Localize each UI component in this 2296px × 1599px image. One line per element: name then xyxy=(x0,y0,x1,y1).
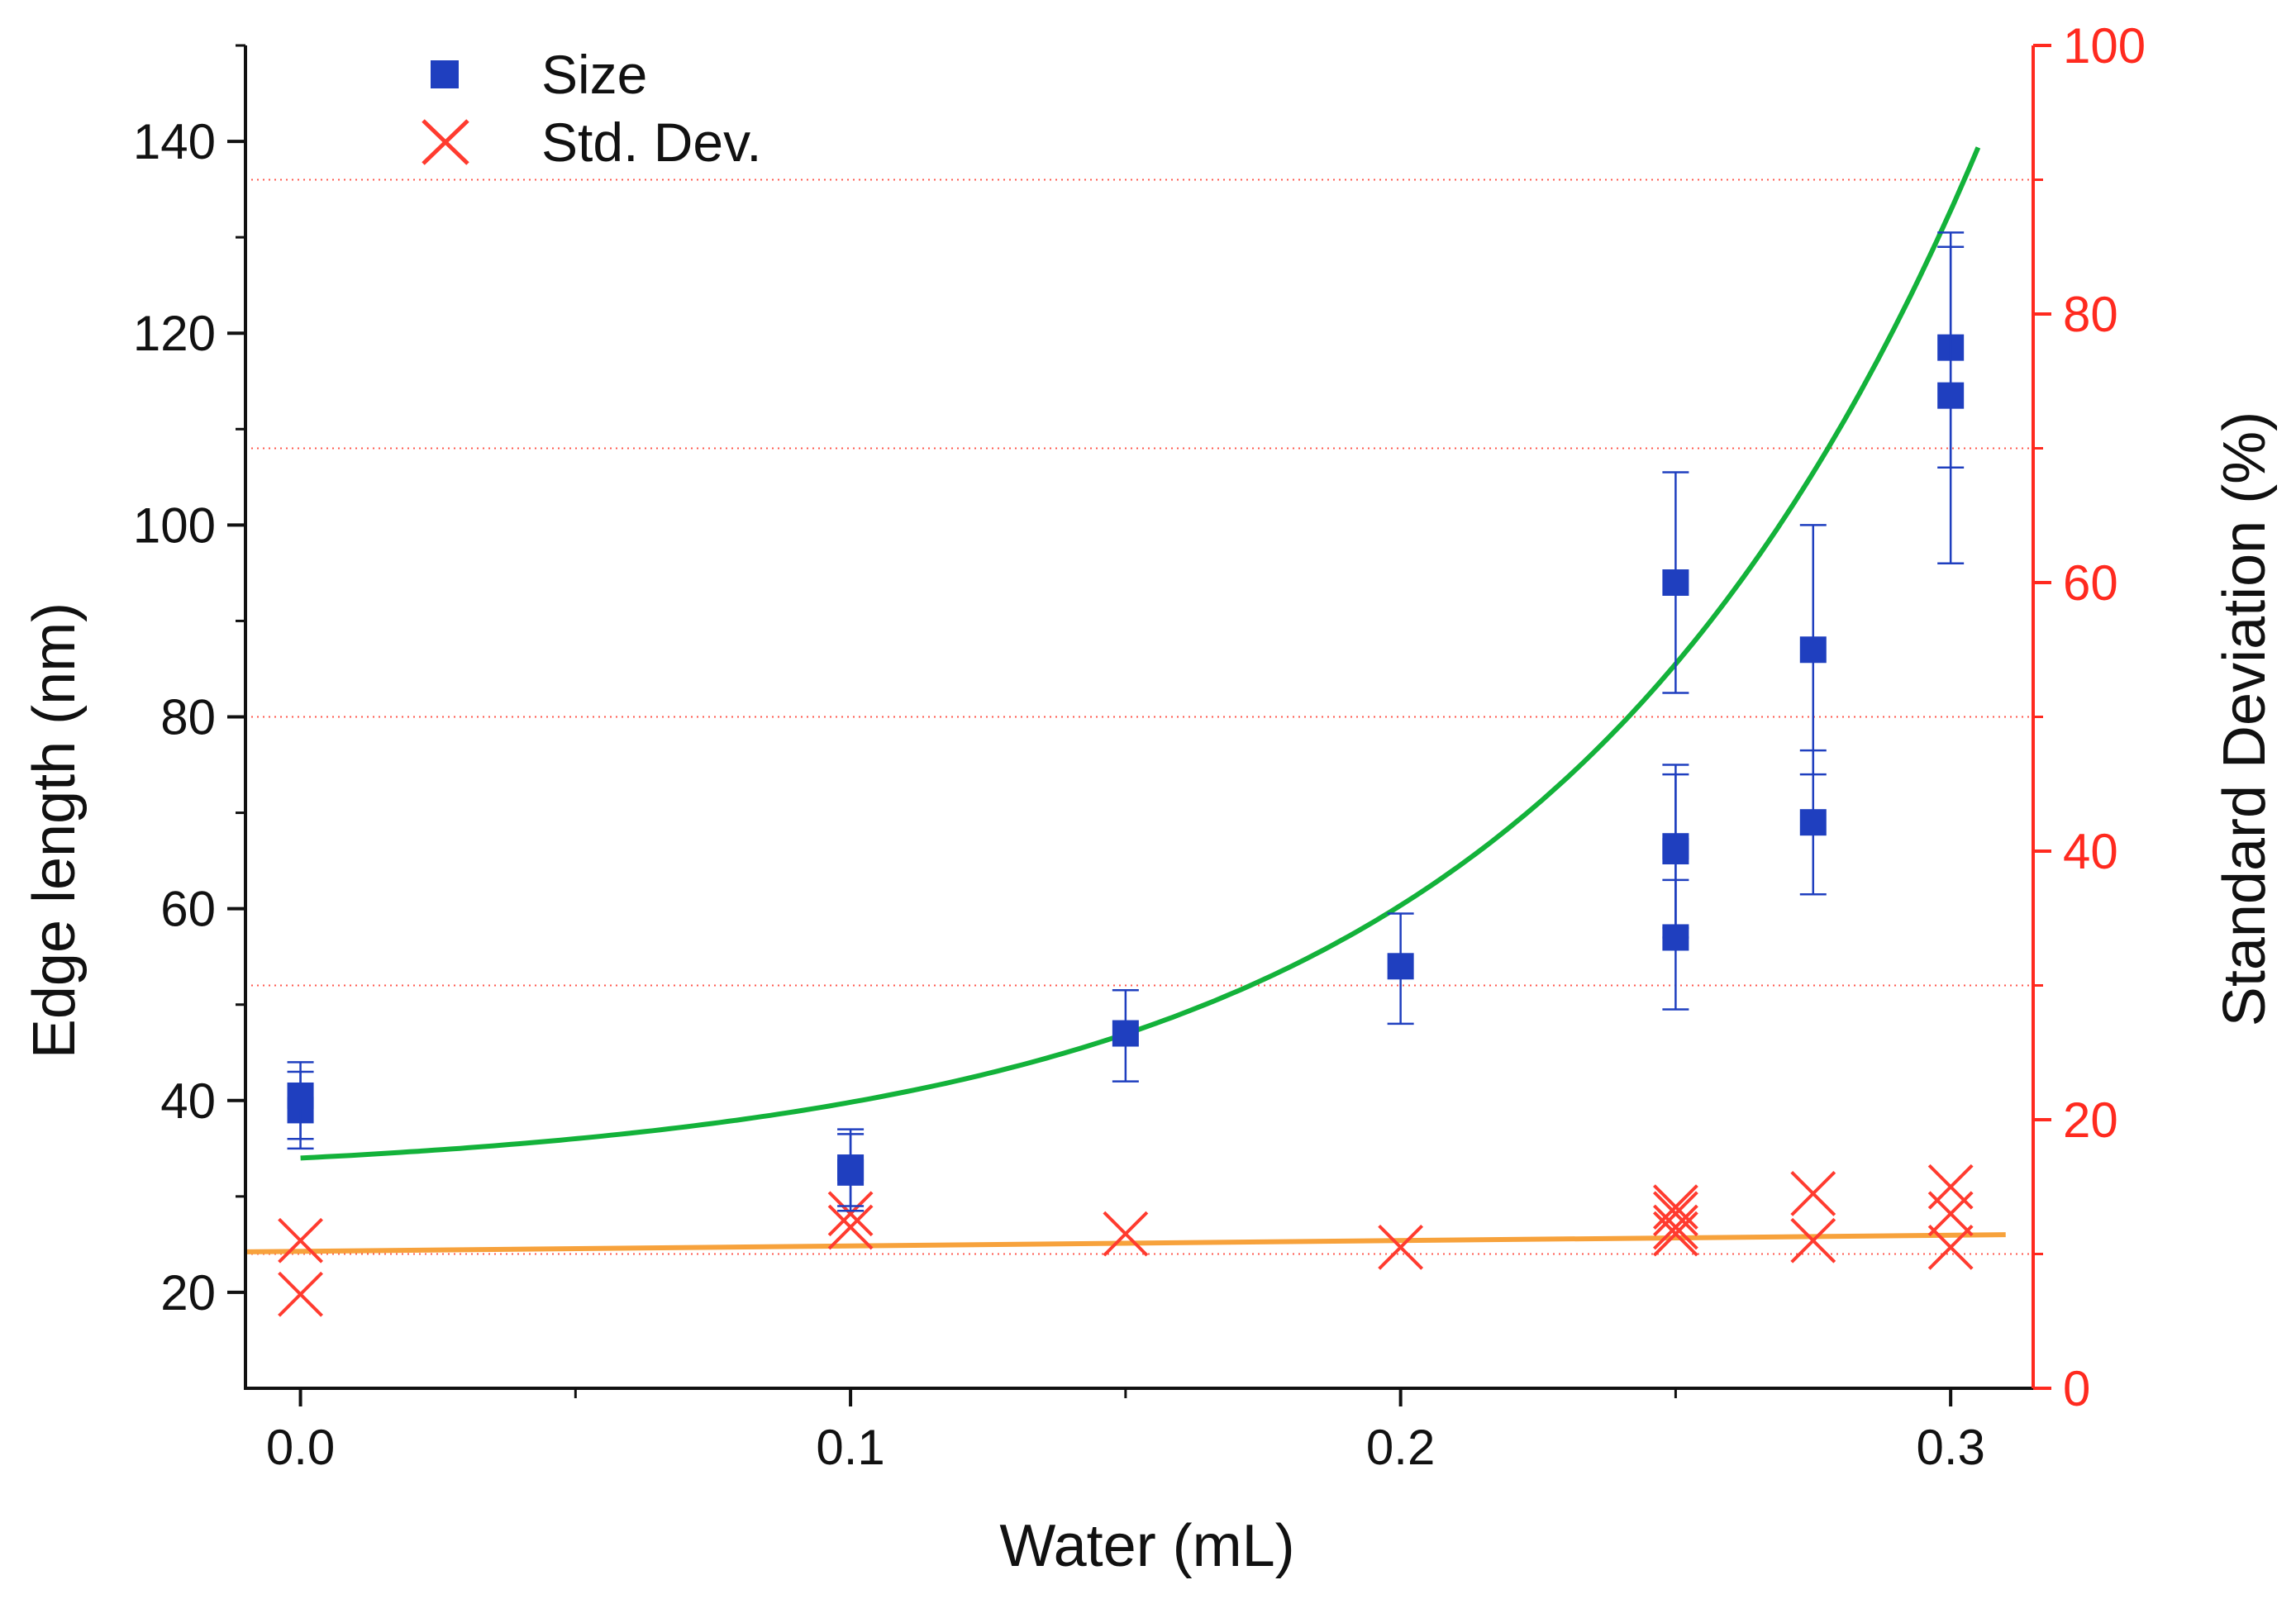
gridlines xyxy=(245,178,2033,1255)
y-left-tick-label: 40 xyxy=(160,1073,216,1129)
y-axis-right-title: Standard Deviation (%) xyxy=(2212,412,2278,1026)
size-fit-curve xyxy=(300,146,1981,1161)
std-dev-point xyxy=(1927,1191,1974,1237)
std-dev-point xyxy=(1652,1184,1698,1230)
axes: 0.0 0.1 0.2 0.3 20 40 60 80 100 120 140 0 20 40 60 80 10… xyxy=(133,18,2146,1475)
y-right-tick-label: 80 xyxy=(2063,287,2118,342)
size-marker xyxy=(287,1082,314,1109)
size-marker xyxy=(1937,382,1965,409)
size-marker xyxy=(1662,924,1689,951)
legend-std-label: Std. Dev. xyxy=(541,112,762,173)
size-point xyxy=(1112,989,1139,1083)
y-right-tick-label: 0 xyxy=(2063,1361,2090,1416)
size-marker xyxy=(1799,809,1827,836)
std-dev-point xyxy=(1652,1204,1698,1250)
std-dev-point xyxy=(1790,1217,1836,1263)
size-marker xyxy=(837,1159,865,1186)
y-left-tick-label: 80 xyxy=(160,690,216,745)
size-marker xyxy=(1799,636,1827,664)
y-left-tick-label: 140 xyxy=(133,114,216,169)
std-dev-point xyxy=(1790,1170,1836,1216)
y-left-tick-label: 100 xyxy=(133,497,216,553)
size-point xyxy=(1662,471,1689,694)
std-dev-point xyxy=(278,1217,323,1263)
x-tick-label: 0.2 xyxy=(1366,1420,1435,1475)
y-right-tick-label: 60 xyxy=(2063,555,2118,611)
legend: Size Std. Dev. xyxy=(422,44,762,173)
size-point xyxy=(1387,912,1414,1026)
y-left-tick-label: 120 xyxy=(133,306,216,361)
std-dev-point xyxy=(827,1191,874,1237)
std-dev-point xyxy=(1103,1211,1149,1257)
size-point xyxy=(1799,524,1827,776)
y-left-tick-label: 20 xyxy=(160,1265,216,1321)
size-point xyxy=(1799,749,1827,896)
y-right-tick-label: 100 xyxy=(2063,18,2146,74)
y-right-tick-label: 40 xyxy=(2063,824,2118,879)
data-marks xyxy=(278,231,1974,1317)
size-point xyxy=(837,1133,865,1212)
size-point xyxy=(1937,245,1965,565)
legend-size-marker xyxy=(431,60,459,88)
std-dev-point xyxy=(1927,1224,1974,1270)
std-dev-point xyxy=(1652,1211,1698,1257)
y-right-tick-label: 20 xyxy=(2063,1092,2118,1148)
fit-curves xyxy=(245,146,2006,1254)
x-tick-label: 0.1 xyxy=(816,1420,884,1475)
std-dev-point xyxy=(1927,1164,1974,1210)
std-dev-point xyxy=(278,1271,323,1317)
size-marker xyxy=(1387,953,1414,980)
y-left-tick-label: 60 xyxy=(160,882,216,937)
x-tick-label: 0.0 xyxy=(266,1420,335,1475)
size-marker xyxy=(1662,569,1689,596)
legend-std-marker xyxy=(422,119,469,165)
x-tick-label: 0.3 xyxy=(1916,1420,1984,1475)
size-point xyxy=(287,1061,314,1140)
legend-size-label: Size xyxy=(541,44,647,105)
x-axis-title: Water (mL) xyxy=(999,1513,1294,1579)
y-axis-left-title: Edge length (nm) xyxy=(21,602,88,1059)
std-dev-point xyxy=(827,1204,874,1250)
std-dev-point xyxy=(1378,1224,1424,1270)
size-marker xyxy=(1662,838,1689,864)
std-dev-fit-line xyxy=(245,1232,2006,1254)
size-point xyxy=(1662,878,1689,1011)
std-dev-point xyxy=(1652,1191,1698,1237)
size-marker xyxy=(1112,1020,1139,1047)
